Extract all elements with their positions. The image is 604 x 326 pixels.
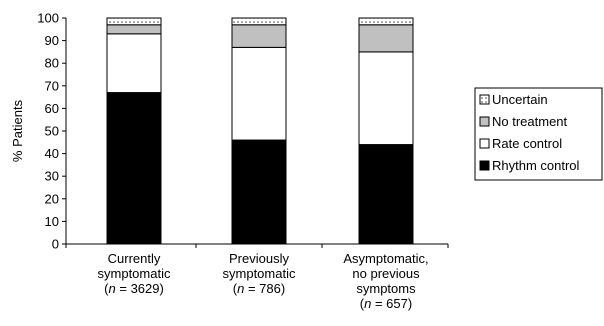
y-tick-label: 30 [45, 169, 59, 184]
category-n-symbol: n [364, 296, 371, 311]
bar-segment-uncertain [358, 17, 414, 26]
category-n-symbol: n [237, 281, 244, 296]
bar-segment-rate-control [358, 51, 414, 146]
legend-swatch [479, 138, 490, 149]
y-tick-label: 0 [52, 237, 59, 252]
category-label-line: Currently [108, 251, 161, 266]
bar-segment-no-treatment [358, 24, 414, 53]
y-axis-label: % Patients [10, 99, 25, 162]
legend-label: Rate control [492, 136, 562, 151]
bar-segment-no-treatment [231, 24, 287, 48]
category-n-open: ( [233, 281, 238, 296]
bar-segment-rhythm-control [106, 92, 162, 245]
category-label-line: Previously [229, 251, 289, 266]
category-n-open: ( [360, 296, 365, 311]
legend-swatch [479, 116, 490, 127]
y-tick-label: 80 [45, 56, 59, 71]
y-tick-label: 60 [45, 101, 59, 116]
category-n-value: = 657) [371, 296, 412, 311]
category-label-line: symptoms [356, 281, 416, 296]
category-label-line: symptomatic [98, 266, 171, 281]
category-label-line: Asymptomatic, [343, 251, 428, 266]
category-label-line: no previous [352, 266, 420, 281]
bar-segment-uncertain [106, 17, 162, 26]
category-n-open: ( [104, 281, 109, 296]
bar-segment-rate-control [231, 46, 287, 141]
legend-label: Uncertain [492, 92, 548, 107]
category-n-value: = 786) [244, 281, 285, 296]
bar-segment-no-treatment [106, 24, 162, 35]
bar-segment-uncertain [231, 17, 287, 26]
legend-swatch [479, 94, 490, 105]
category-label-line: (n = 786) [233, 281, 285, 296]
y-tick-label: 50 [45, 124, 59, 139]
y-tick-label: 100 [37, 11, 59, 26]
bar-segment-rhythm-control [358, 144, 414, 245]
legend-swatch [479, 160, 490, 171]
legend-label: Rhythm control [492, 158, 580, 173]
y-tick-label: 20 [45, 191, 59, 206]
category-label-line: symptomatic [223, 266, 296, 281]
legend-box [474, 87, 603, 181]
bar-segment-rate-control [106, 33, 162, 94]
legend-label: No treatment [492, 114, 568, 129]
y-tick-label: 70 [45, 78, 59, 93]
category-label-line: (n = 3629) [104, 281, 164, 296]
y-tick-label: 10 [45, 214, 59, 229]
category-label-line: (n = 657) [360, 296, 412, 311]
category-n-symbol: n [109, 281, 116, 296]
bar-segment-rhythm-control [231, 139, 287, 245]
y-tick-label: 90 [45, 33, 59, 48]
y-tick-label: 40 [45, 146, 59, 161]
category-n-value: = 3629) [116, 281, 164, 296]
